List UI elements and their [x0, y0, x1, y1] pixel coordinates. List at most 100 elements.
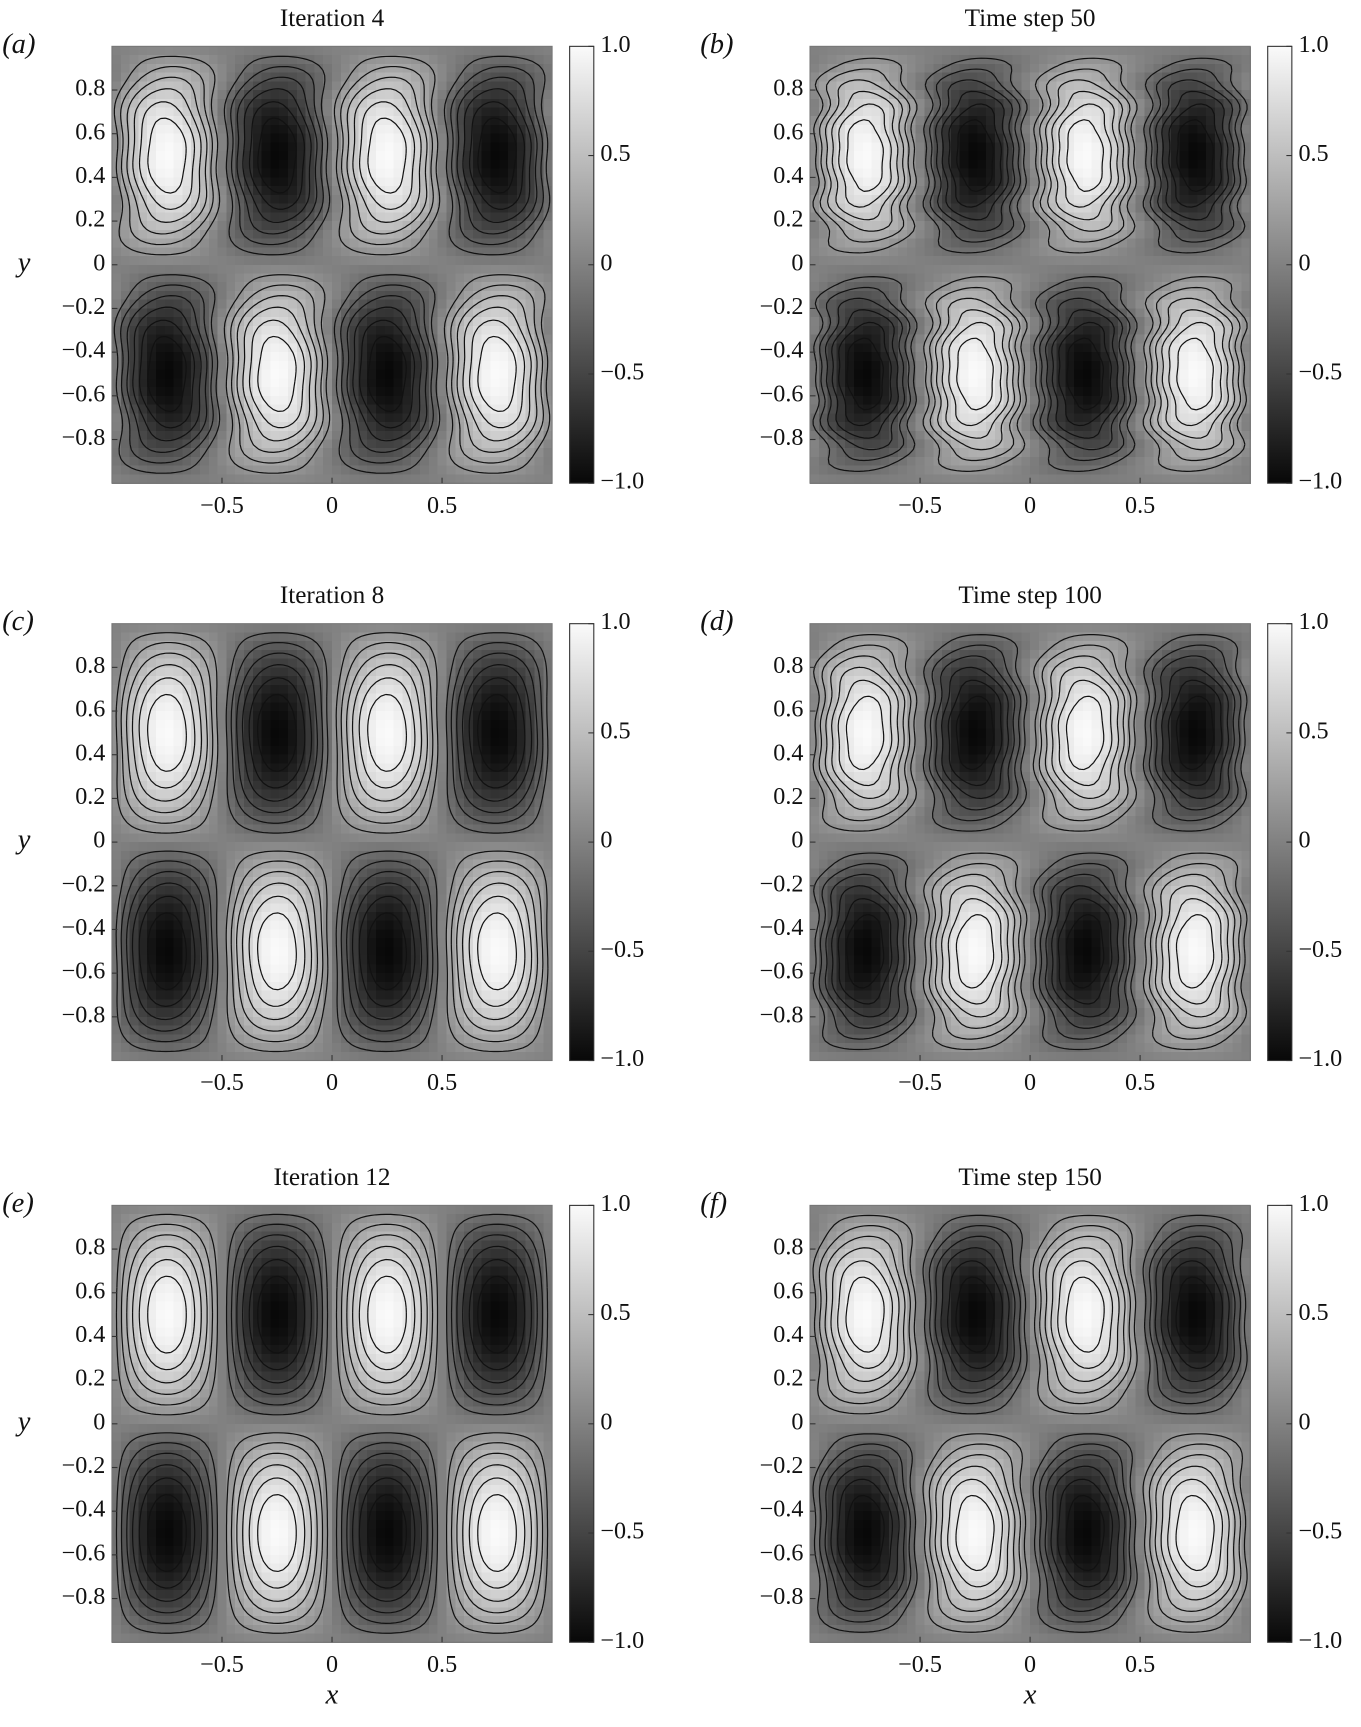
- field-cell: [854, 456, 864, 467]
- field-cell: [147, 299, 157, 310]
- field-cell: [367, 395, 377, 406]
- field-cell: [942, 168, 952, 179]
- field-cell: [217, 290, 228, 301]
- field-cell: [977, 290, 987, 301]
- field-cell: [314, 98, 324, 109]
- field-cell: [1144, 55, 1154, 65]
- field-cell: [880, 456, 890, 467]
- field-cell: [986, 159, 996, 170]
- field-cell: [1118, 46, 1128, 56]
- field-cell: [1118, 229, 1128, 240]
- field-cell: [968, 256, 978, 266]
- field-cell: [384, 212, 395, 222]
- field-cell: [296, 334, 307, 345]
- field-cell: [499, 299, 509, 310]
- field-cell: [889, 177, 899, 187]
- field-cell: [1179, 116, 1190, 126]
- field-cell: [1197, 221, 1207, 231]
- field-cell: [1118, 343, 1128, 353]
- field-cell: [1188, 422, 1198, 432]
- field-cell: [261, 81, 272, 91]
- field-cell: [393, 177, 404, 187]
- field-cell: [490, 334, 500, 345]
- field-cell: [986, 273, 996, 283]
- field-cell: [1153, 448, 1163, 458]
- field-cell: [384, 387, 395, 397]
- field-cell: [1135, 194, 1146, 205]
- field-cell: [296, 72, 307, 82]
- field-cell: [1214, 116, 1225, 126]
- colorbar-tick-label: 0.5: [600, 140, 630, 167]
- field-cell: [1144, 46, 1154, 56]
- field-cell: [226, 290, 236, 301]
- field-cell: [111, 465, 122, 476]
- field-cell: [1153, 404, 1163, 414]
- field-cell: [1188, 81, 1198, 91]
- field-cell: [508, 448, 518, 458]
- field-cell: [323, 299, 333, 310]
- field-cell: [384, 413, 395, 423]
- field-cell: [340, 308, 351, 318]
- field-cell: [968, 116, 978, 126]
- field-cell: [490, 264, 500, 275]
- field-cell: [933, 177, 943, 187]
- field-cell: [296, 116, 307, 126]
- field-cell: [950, 116, 961, 126]
- field-cell: [199, 151, 210, 161]
- field-cell: [155, 387, 166, 397]
- field-cell: [499, 229, 509, 240]
- field-cell: [933, 212, 943, 222]
- field-cell: [376, 247, 386, 257]
- field-cell: [147, 456, 157, 467]
- field-cell: [915, 151, 926, 161]
- field-cell: [129, 46, 140, 56]
- field-cell: [986, 212, 996, 222]
- field-cell: [1206, 465, 1216, 476]
- field-cell: [332, 273, 342, 283]
- field-cell: [393, 264, 404, 275]
- field-cell: [288, 360, 298, 371]
- field-cell: [411, 133, 421, 144]
- field-cell: [472, 229, 483, 240]
- field-cell: [898, 63, 908, 74]
- field-cell: [279, 46, 289, 56]
- field-cell: [854, 378, 864, 388]
- field-cell: [235, 308, 245, 318]
- field-cell: [1021, 133, 1031, 144]
- field-cell: [411, 203, 421, 214]
- field-cell: [129, 448, 140, 458]
- field-cell: [845, 430, 855, 441]
- field-cell: [1197, 343, 1207, 353]
- field-cell: [1100, 325, 1110, 336]
- field-cell: [1214, 422, 1225, 432]
- field-cell: [155, 334, 166, 345]
- field-cell: [1065, 194, 1075, 205]
- field-cell: [155, 290, 166, 301]
- field-cell: [543, 325, 553, 336]
- field-cell: [420, 290, 430, 301]
- field-cell: [464, 142, 474, 152]
- field-cell: [323, 247, 333, 257]
- field-cell: [1065, 142, 1075, 152]
- field-cell: [516, 290, 527, 301]
- field-cell: [314, 317, 324, 327]
- field-cell: [147, 378, 157, 388]
- field-cell: [986, 46, 996, 56]
- field-cell: [1030, 430, 1040, 441]
- field-cell: [543, 456, 553, 467]
- field-cell: [490, 456, 500, 467]
- field-cell: [516, 116, 527, 126]
- field-cell: [411, 221, 421, 231]
- field-cell: [384, 151, 395, 161]
- field-cell: [111, 116, 122, 126]
- field-cell: [464, 387, 474, 397]
- field-cell: [437, 404, 448, 414]
- field-cell: [164, 159, 175, 170]
- field-cell: [226, 186, 236, 196]
- field-cell: [164, 177, 175, 187]
- field-cell: [490, 369, 500, 380]
- field-cell: [1144, 81, 1154, 91]
- field-cell: [1003, 186, 1014, 196]
- field-cell: [243, 334, 254, 345]
